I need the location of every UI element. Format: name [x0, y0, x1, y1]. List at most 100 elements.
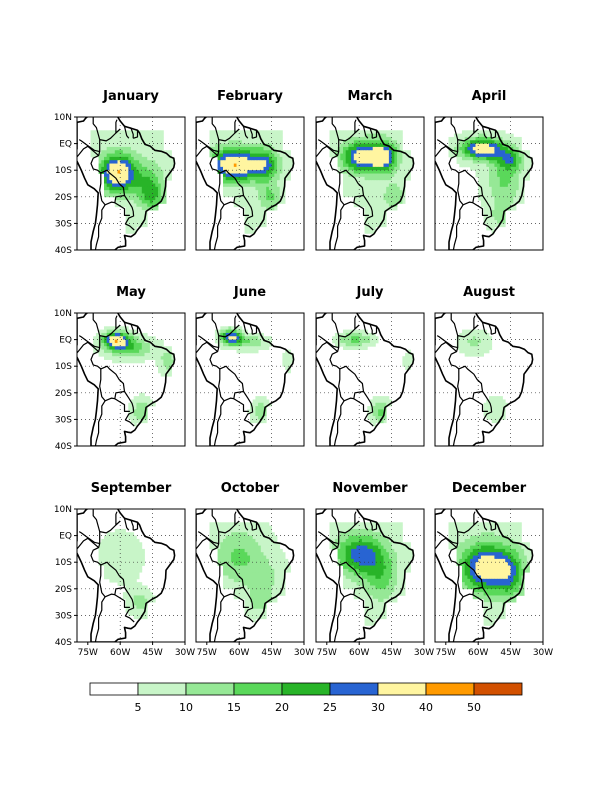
precip-cell — [136, 595, 140, 600]
precip-cell — [505, 156, 509, 161]
precip-cell — [274, 535, 278, 540]
precip-cell — [399, 186, 403, 191]
precip-cell — [244, 153, 248, 158]
precip-cell — [287, 356, 291, 360]
precip-cell — [340, 545, 344, 550]
precip-cell — [502, 146, 506, 151]
precip-cell — [478, 170, 482, 174]
precip-cell — [236, 183, 240, 188]
precip-cell — [470, 130, 474, 135]
precip-cell — [160, 136, 164, 141]
precip-cell — [367, 140, 371, 144]
precip-cell — [451, 136, 455, 141]
precip-cell — [470, 143, 474, 148]
precip-cell — [345, 190, 349, 194]
precip-cell — [370, 555, 374, 560]
precip-cell — [133, 133, 137, 138]
precip-cell — [131, 140, 135, 144]
precip-cell — [255, 605, 259, 610]
precip-cell — [152, 140, 156, 144]
precip-cell — [282, 163, 286, 168]
precip-cell — [378, 166, 382, 171]
precip-cell — [131, 359, 135, 364]
precip-cell — [372, 409, 376, 414]
precip-cell — [502, 180, 506, 184]
precip-cell — [279, 163, 283, 168]
precip-cell — [472, 163, 476, 168]
precip-cell — [378, 552, 382, 556]
precip-cell — [244, 602, 248, 606]
precip-cell — [244, 136, 248, 141]
precip-cell — [370, 136, 374, 141]
precip-cell — [348, 140, 352, 144]
precip-cell — [472, 336, 476, 340]
precip-cell — [367, 160, 371, 164]
precip-cell — [120, 196, 124, 201]
precip-cell — [252, 582, 256, 586]
precip-cell — [453, 150, 457, 154]
precip-cell — [160, 166, 164, 171]
precip-cell — [372, 166, 376, 171]
precip-cell — [491, 133, 495, 138]
precip-cell — [475, 153, 479, 158]
precip-cell — [144, 133, 148, 138]
precip-cell — [372, 562, 376, 566]
precip-cell — [255, 602, 259, 606]
precip-cell — [402, 362, 406, 367]
precip-cell — [131, 150, 135, 154]
precip-cell — [337, 548, 341, 553]
precip-cell — [351, 186, 355, 191]
precip-cell — [131, 170, 135, 174]
precip-cell — [279, 565, 283, 570]
precip-cell — [255, 150, 259, 154]
precip-cell — [402, 173, 406, 178]
precip-cell — [141, 605, 145, 610]
precip-cell — [239, 342, 243, 347]
precip-cell — [109, 342, 113, 347]
precip-cell — [475, 349, 479, 354]
precip-cell — [271, 130, 275, 135]
precip-cell — [128, 136, 132, 141]
precip-cell — [252, 186, 256, 191]
precip-cell — [388, 548, 392, 553]
precip-cell — [212, 136, 216, 141]
precip-cell — [244, 562, 248, 566]
precip-cell — [518, 183, 522, 188]
precip-cell — [464, 346, 468, 350]
precip-cell — [388, 582, 392, 586]
precip-cell — [478, 342, 482, 347]
precip-cell — [483, 346, 487, 350]
precip-cell — [380, 402, 384, 407]
precip-cell — [478, 150, 482, 154]
precip-cell — [274, 548, 278, 553]
precip-cell — [274, 542, 278, 546]
precip-cell — [345, 346, 349, 350]
precip-cell — [356, 180, 360, 184]
precip-cell — [163, 369, 167, 374]
precip-cell — [483, 160, 487, 164]
precip-cell — [266, 130, 270, 135]
precip-cell — [228, 528, 232, 533]
precip-cell — [397, 153, 401, 158]
precip-cell — [359, 342, 363, 347]
precip-cell — [114, 346, 118, 350]
precip-cell — [491, 223, 495, 228]
precip-cell — [483, 186, 487, 191]
precip-cell — [486, 150, 490, 154]
country-border — [333, 368, 345, 446]
precip-cell — [223, 568, 227, 573]
precip-cell — [244, 538, 248, 543]
precip-cell — [367, 210, 371, 214]
precip-cell — [112, 190, 116, 194]
precip-cell — [372, 332, 376, 337]
precip-cell — [343, 572, 347, 576]
precip-cell — [252, 598, 256, 603]
precip-cell — [345, 535, 349, 540]
precip-cell — [494, 190, 498, 194]
precip-cell — [233, 146, 237, 151]
precip-cell — [239, 170, 243, 174]
country-border — [114, 586, 130, 609]
precip-cell — [475, 140, 479, 144]
precip-cell — [271, 136, 275, 141]
precip-cell — [279, 200, 283, 204]
